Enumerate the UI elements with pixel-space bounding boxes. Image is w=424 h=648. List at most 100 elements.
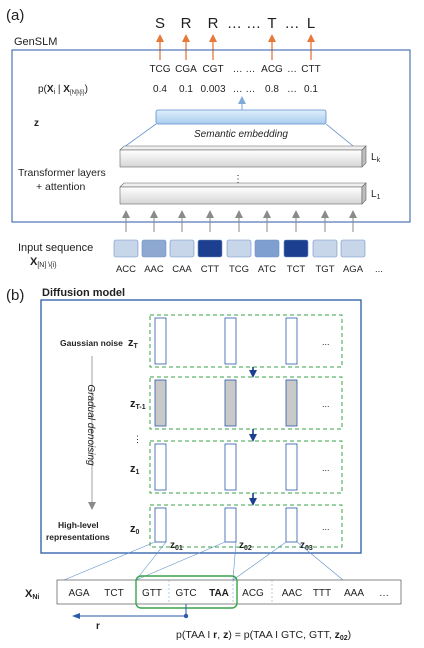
latent-vector (224, 507, 237, 543)
probability-value: 0.1 (304, 84, 318, 95)
panel-b-label: (b) (6, 287, 24, 304)
output-letter: … … (227, 15, 261, 32)
input-codon: TCT (287, 264, 306, 275)
input-codon-box (169, 239, 195, 258)
r-arrowhead (72, 613, 80, 619)
diffusion-title: Diffusion model (42, 287, 125, 299)
output-letter: S (155, 15, 165, 32)
latent-vector (224, 317, 237, 365)
row-ellipsis: ... (322, 522, 330, 532)
sequence-codon: GTT (142, 588, 162, 599)
output-letter: … (285, 15, 300, 32)
output-letter: R (181, 15, 192, 32)
z1-label: z1 (130, 463, 140, 476)
input-codon: AAC (144, 264, 164, 275)
latent-vector (285, 443, 298, 491)
sequence-codons: AGA TCT GTT GTC TAA ACG AAC TTT AAA … (68, 588, 389, 599)
semantic-embedding-label: Semantic embedding (194, 129, 288, 140)
dashed-rows (149, 314, 343, 548)
layer-k-label: Lk (371, 152, 381, 164)
codon-label: CTT (301, 64, 320, 75)
layer-1-label: L1 (371, 189, 381, 201)
high-level-label-1: High-level (58, 520, 99, 530)
probability-value: 0.003 (200, 84, 225, 95)
sequence-codon: GTC (175, 588, 196, 599)
codon-label: … (287, 64, 297, 75)
input-codon: CAA (172, 264, 192, 275)
sequence-codon: AAA (344, 588, 364, 599)
probability-label: p(Xi | X[N]\{i}) (38, 84, 88, 96)
sequence-bar (56, 579, 402, 605)
zT-label: zT (128, 337, 139, 350)
fan-lines (63, 541, 344, 581)
input-codon: AGA (343, 264, 364, 275)
r-label: r (96, 621, 100, 632)
codon-label: ACG (261, 64, 283, 75)
transformer-label-line1: Transformer layers (18, 167, 106, 179)
input-more: ... (375, 264, 383, 275)
z-dots: ⋮ (133, 434, 142, 444)
output-letters: S R R … … T … L (155, 15, 315, 32)
row-z0 (149, 504, 343, 548)
vertical-ellipsis: ⋮ (233, 174, 243, 185)
input-codon-boxes (113, 239, 366, 258)
xni-label: XNi (25, 588, 39, 601)
sequence-codon: TTT (313, 588, 331, 599)
codon-label: … … (233, 64, 256, 75)
probability-value: … … (233, 84, 256, 95)
input-codon-box (283, 239, 309, 258)
funnel-line-left (119, 123, 157, 151)
input-sequence-symbol: X[N] \{i} (30, 256, 57, 269)
sequence-codon: ACG (242, 588, 264, 599)
high-level-label-2: representations (46, 532, 110, 542)
genslm-frame (11, 49, 411, 223)
probability-value: … (287, 84, 297, 95)
sequence-codon: TCT (104, 588, 123, 599)
latent-vector (224, 379, 237, 427)
input-codon: TGT (316, 264, 335, 275)
latent-vector (224, 443, 237, 491)
sequence-codon-target: TAA (209, 588, 229, 599)
output-arrows (156, 34, 315, 60)
z02-label: z02 (239, 540, 252, 552)
codon-label: TCG (149, 64, 170, 75)
input-codon: CTT (201, 264, 220, 275)
diffusion-frame (40, 299, 362, 554)
funnel-line-right (325, 123, 359, 151)
row-zT (149, 314, 343, 368)
input-codon: ATC (258, 264, 276, 275)
latent-vector (285, 507, 298, 543)
input-codon-box (340, 239, 366, 258)
input-codon-box (197, 239, 223, 258)
sequence-codon: … (379, 588, 389, 599)
input-codon-box (113, 239, 139, 258)
row-zT1 (149, 376, 343, 430)
output-letter: T (267, 15, 276, 32)
input-codon-labels: ACC AAC CAA CTT TCG ATC TCT TGT AGA ... (116, 264, 383, 275)
output-letter: L (307, 15, 315, 32)
latent-vector (154, 507, 167, 543)
sequence-codon: AAC (282, 588, 303, 599)
z-label: z (34, 118, 39, 129)
model-name: GenSLM (14, 36, 57, 48)
zT1-label: zT-1 (130, 398, 146, 411)
input-codon-box (254, 239, 280, 258)
transformer-layer-1 (119, 182, 367, 205)
input-codon-box (226, 239, 252, 258)
latent-vector (285, 379, 298, 427)
latent-vectors (154, 317, 298, 543)
probability-value: 0.4 (153, 84, 167, 95)
input-arrows (122, 210, 357, 232)
output-letter: R (208, 15, 219, 32)
transformer-label-line2: + attention (36, 181, 85, 193)
row-ellipsis: ... (322, 463, 330, 473)
input-codon: ACC (116, 264, 136, 275)
sequence-codon: AGA (68, 588, 89, 599)
transformer-layer-k (119, 145, 367, 168)
probabilities: 0.4 0.1 0.003 … … 0.8 … 0.1 (153, 84, 318, 95)
z01-label: z01 (170, 540, 183, 552)
latent-vector (154, 317, 167, 365)
probability-value: 0.8 (265, 84, 279, 95)
probability-value: 0.1 (179, 84, 193, 95)
